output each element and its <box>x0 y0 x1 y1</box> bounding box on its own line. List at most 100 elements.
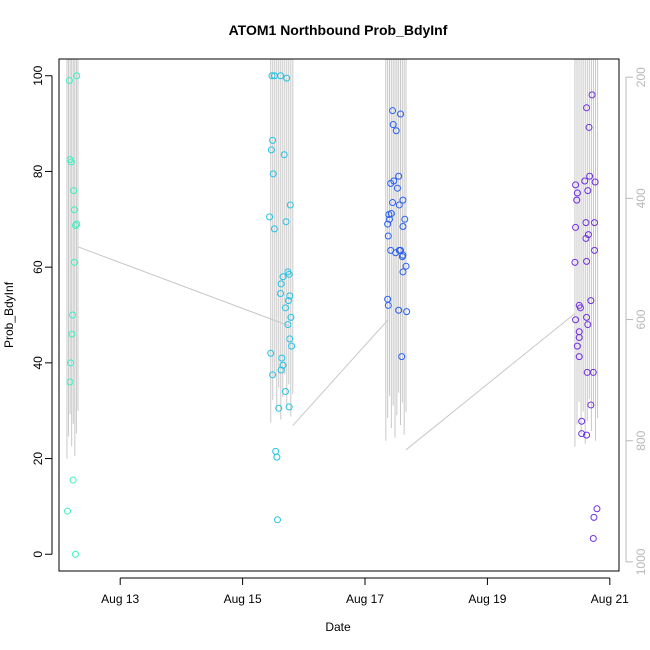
data-point <box>273 516 281 524</box>
data-point <box>587 401 595 409</box>
chart-title: ATOM1 Northbound Prob_BdyInf <box>229 22 448 38</box>
y-axis-right: 200 400 600 800 1000 <box>625 67 648 575</box>
y2-tick-label: 1000 <box>634 548 648 575</box>
data-point <box>392 127 400 135</box>
y-tick-label: 80 <box>31 164 45 178</box>
data-point <box>267 349 275 357</box>
data-point <box>399 196 407 204</box>
data-point <box>578 417 586 425</box>
data-point <box>70 187 78 195</box>
data-point <box>66 155 74 163</box>
data-point <box>65 77 73 85</box>
y2-tick-label: 200 <box>634 67 648 87</box>
data-point <box>576 304 584 312</box>
data-point <box>581 177 589 185</box>
y-tick-label: 60 <box>31 260 45 274</box>
data-point <box>283 74 291 82</box>
depth-trace-layer <box>66 59 599 459</box>
data-point <box>269 170 277 178</box>
y-tick-label: 100 <box>31 65 45 85</box>
data-point <box>589 534 597 542</box>
data-point <box>73 220 81 228</box>
y-tick-label: 0 <box>31 551 45 558</box>
x-tick-label: Aug 19 <box>468 592 506 606</box>
data-point <box>282 218 290 226</box>
data-point <box>266 213 274 221</box>
x-axis: Aug 13 Aug 15 Aug 17 Aug 19 Aug 21 <box>101 577 629 606</box>
data-point <box>582 219 590 227</box>
data-point <box>403 308 411 316</box>
data-point <box>385 211 393 219</box>
data-point <box>392 249 400 257</box>
data-point <box>285 270 293 278</box>
data-point <box>402 262 410 270</box>
y2-tick-label: 400 <box>634 188 648 208</box>
data-point <box>268 72 276 80</box>
data-point <box>72 222 80 230</box>
y2-tick-label: 600 <box>634 309 648 329</box>
plot-frame <box>58 58 620 572</box>
data-point <box>68 330 76 338</box>
data-point <box>285 403 293 411</box>
data-point <box>73 72 81 80</box>
data-point <box>285 297 293 305</box>
x-tick-label: Aug 15 <box>224 592 262 606</box>
data-point <box>398 353 406 361</box>
data-point <box>573 196 581 204</box>
data-point <box>269 136 277 144</box>
data-point <box>584 321 592 329</box>
data-point <box>395 172 403 180</box>
depth-trace-connector <box>77 246 289 327</box>
data-point <box>584 187 592 195</box>
data-point <box>277 280 285 288</box>
data-point <box>269 371 277 379</box>
y2-tick-label: 800 <box>634 430 648 450</box>
data-point <box>591 219 599 227</box>
data-point <box>395 201 403 209</box>
data-point <box>286 335 294 343</box>
data-point <box>573 342 581 350</box>
data-point <box>68 311 76 319</box>
x-tick-label: Aug 17 <box>346 592 384 606</box>
data-point <box>384 301 392 309</box>
data-point <box>399 268 407 276</box>
data-point <box>395 306 403 314</box>
data-point <box>286 201 294 209</box>
data-point <box>72 550 80 558</box>
data-point <box>401 215 409 223</box>
data-point <box>279 273 287 281</box>
data-point <box>384 220 392 228</box>
data-point <box>70 258 78 266</box>
x-tick-label: Aug 13 <box>101 592 139 606</box>
data-point <box>288 342 296 350</box>
y-axis-label: Prob_BdyInf <box>2 281 16 348</box>
data-point <box>389 199 397 207</box>
data-point <box>384 232 392 240</box>
data-point <box>578 430 586 438</box>
data-point <box>593 505 601 513</box>
data-point <box>583 104 591 112</box>
data-point <box>399 222 407 230</box>
data-point <box>572 316 580 324</box>
y-tick-label: 20 <box>31 452 45 466</box>
data-point <box>572 223 580 231</box>
data-point <box>278 354 286 362</box>
data-point <box>582 234 590 242</box>
data-point <box>64 507 72 515</box>
data-point <box>67 359 75 367</box>
data-point <box>573 189 581 197</box>
depth-trace-connector <box>405 313 576 451</box>
data-point <box>398 253 406 261</box>
data-point <box>583 313 591 321</box>
data-point <box>588 91 596 99</box>
data-point <box>277 72 285 80</box>
data-point <box>281 304 289 312</box>
y-tick-label: 40 <box>31 356 45 370</box>
data-point <box>585 123 593 131</box>
data-point <box>267 146 275 154</box>
data-point <box>389 107 397 115</box>
data-point <box>571 258 579 266</box>
data-point <box>280 151 288 159</box>
data-point <box>287 313 295 321</box>
